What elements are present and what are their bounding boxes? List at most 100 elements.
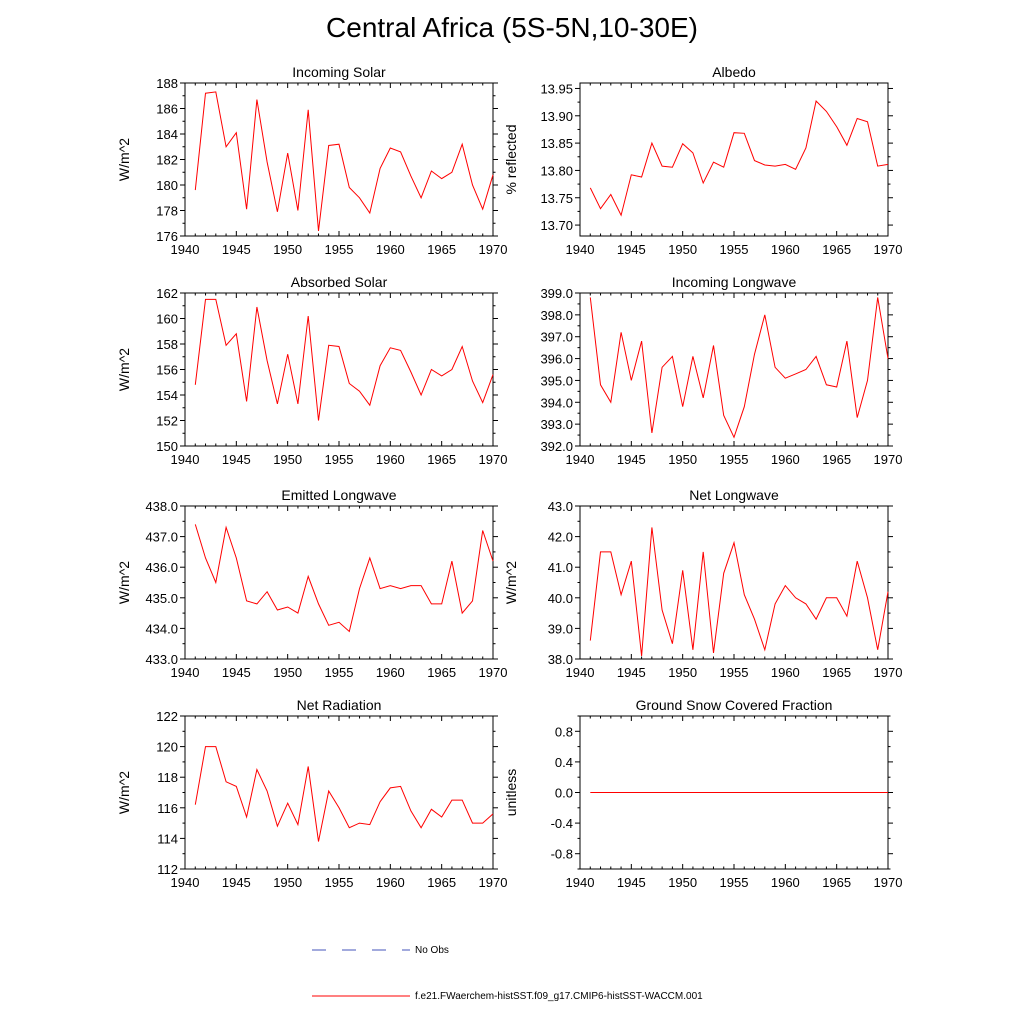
panel-title: Incoming Solar: [292, 64, 386, 80]
x-tick-label: 1960: [376, 665, 405, 680]
x-tick-label: 1955: [720, 665, 749, 680]
y-tick-label: 435.0: [145, 591, 178, 606]
x-tick-label: 1945: [617, 665, 646, 680]
y-tick-label: 39.0: [548, 621, 573, 636]
y-tick-label: 43.0: [548, 499, 573, 514]
panel-title: Net Radiation: [297, 697, 382, 713]
x-tick-label: 1940: [171, 242, 200, 257]
x-tick-label: 1950: [668, 875, 697, 890]
y-tick-label: 120: [156, 740, 178, 755]
y-tick-label: 42.0: [548, 530, 573, 545]
figure-title: Central Africa (5S-5N,10-30E): [326, 12, 698, 43]
legend-obs-label: No Obs: [415, 945, 449, 956]
y-tick-label: 178: [156, 204, 178, 219]
x-tick-label: 1965: [822, 452, 851, 467]
x-tick-label: 1945: [617, 452, 646, 467]
panel-title: Emitted Longwave: [281, 487, 396, 503]
y-axis-label: % reflected: [503, 124, 519, 194]
panel-emitted-longwave: 1940 1945 1950 1955 1960 1965 1970 433.0 434.0 43…: [116, 487, 507, 680]
panel-incoming-solar: 1940 1945 1950 1955 1960 1965 1970 176 178 180 182…: [116, 64, 507, 257]
x-tick-label: 1940: [171, 665, 200, 680]
y-tick-label: 182: [156, 153, 178, 168]
y-tick-label: 437.0: [145, 530, 178, 545]
x-tick-label: 1970: [479, 242, 508, 257]
y-tick-label: 394.0: [540, 395, 573, 410]
y-tick-label: 0.0: [555, 786, 573, 801]
y-tick-label: 184: [156, 127, 178, 142]
x-tick-label: 1970: [874, 665, 903, 680]
x-tick-label: 1960: [376, 452, 405, 467]
x-tick-label: 1965: [427, 875, 456, 890]
plot-frame: [579, 82, 889, 237]
x-tick-label: 1955: [325, 452, 354, 467]
y-tick-label: 40.0: [548, 591, 573, 606]
y-tick-label: 156: [156, 363, 178, 378]
y-tick-label: -0.8: [551, 847, 573, 862]
x-tick-label: 1970: [479, 665, 508, 680]
plot-frame: [579, 505, 889, 660]
series-line: [194, 524, 494, 633]
y-tick-label: 162: [156, 286, 178, 301]
y-tick-label: 393.0: [540, 417, 573, 432]
y-tick-label: 152: [156, 414, 178, 429]
series-line: [589, 527, 889, 656]
y-tick-label: 13.70: [540, 218, 573, 233]
x-tick-label: 1945: [222, 875, 251, 890]
y-tick-label: 13.85: [540, 136, 573, 151]
x-tick-label: 1965: [822, 242, 851, 257]
y-tick-label: 434.0: [145, 621, 178, 636]
chart-panels: 1940 1945 1950 1955 1960 1965 1970 176 178 180 182…: [116, 64, 902, 890]
x-tick-label: 1970: [874, 875, 903, 890]
x-tick-label: 1965: [822, 665, 851, 680]
y-tick-label: -0.4: [551, 816, 573, 831]
panel-title: Ground Snow Covered Fraction: [636, 697, 833, 713]
y-axis-label: W/m^2: [116, 771, 132, 814]
y-tick-label: 160: [156, 312, 178, 327]
plot-frame: [184, 292, 494, 447]
y-tick-label: 180: [156, 178, 178, 193]
x-tick-label: 1940: [171, 875, 200, 890]
y-axis-label: W/m^2: [116, 348, 132, 391]
x-tick-label: 1950: [273, 875, 302, 890]
y-axis-label: unitless: [503, 769, 519, 816]
y-tick-label: 397.0: [540, 330, 573, 345]
x-tick-label: 1955: [720, 452, 749, 467]
legend: No Obs f.e21.FWaerchem-histSST.f09_g17.C…: [312, 945, 703, 1002]
panel-net-longwave: 1940 1945 1950 1955 1960 1965 1970 38.0 39.0 40.0…: [503, 487, 902, 680]
x-tick-label: 1940: [566, 452, 595, 467]
y-tick-label: 399.0: [540, 286, 573, 301]
x-tick-label: 1945: [617, 875, 646, 890]
series-line: [194, 91, 494, 231]
plot-frame: [579, 292, 889, 447]
x-tick-label: 1960: [771, 452, 800, 467]
y-tick-label: 13.80: [540, 163, 573, 178]
x-tick-label: 1940: [566, 242, 595, 257]
x-tick-label: 1955: [325, 875, 354, 890]
x-tick-label: 1945: [222, 242, 251, 257]
panel-title: Absorbed Solar: [291, 274, 388, 290]
x-tick-label: 1940: [171, 452, 200, 467]
panel-absorbed-solar: 1940 1945 1950 1955 1960 1965 1970 150 152 154 156…: [116, 274, 507, 467]
plot-frame: [184, 82, 494, 237]
y-tick-label: 38.0: [548, 652, 573, 667]
x-tick-label: 1970: [874, 242, 903, 257]
x-tick-label: 1955: [325, 242, 354, 257]
panel-net-radiation: 1940 1945 1950 1955 1960 1965 1970 112 114 116 118…: [116, 697, 507, 890]
panel-title: Albedo: [712, 64, 756, 80]
y-tick-label: 392.0: [540, 439, 573, 454]
x-tick-label: 1945: [222, 452, 251, 467]
plot-frame: [184, 715, 494, 870]
x-tick-label: 1945: [222, 665, 251, 680]
y-tick-label: 112: [157, 862, 178, 877]
series-line: [589, 99, 889, 217]
y-tick-label: 13.90: [540, 109, 573, 124]
x-tick-label: 1940: [566, 875, 595, 890]
panel-albedo: 1940 1945 1950 1955 1960 1965 1970 13.70 13.75 13…: [503, 64, 902, 257]
y-tick-label: 154: [156, 388, 178, 403]
x-tick-label: 1950: [273, 452, 302, 467]
x-tick-label: 1960: [376, 242, 405, 257]
series-line: [589, 297, 889, 439]
x-tick-label: 1965: [427, 242, 456, 257]
y-tick-label: 116: [157, 801, 178, 816]
y-tick-label: 188: [156, 76, 178, 91]
